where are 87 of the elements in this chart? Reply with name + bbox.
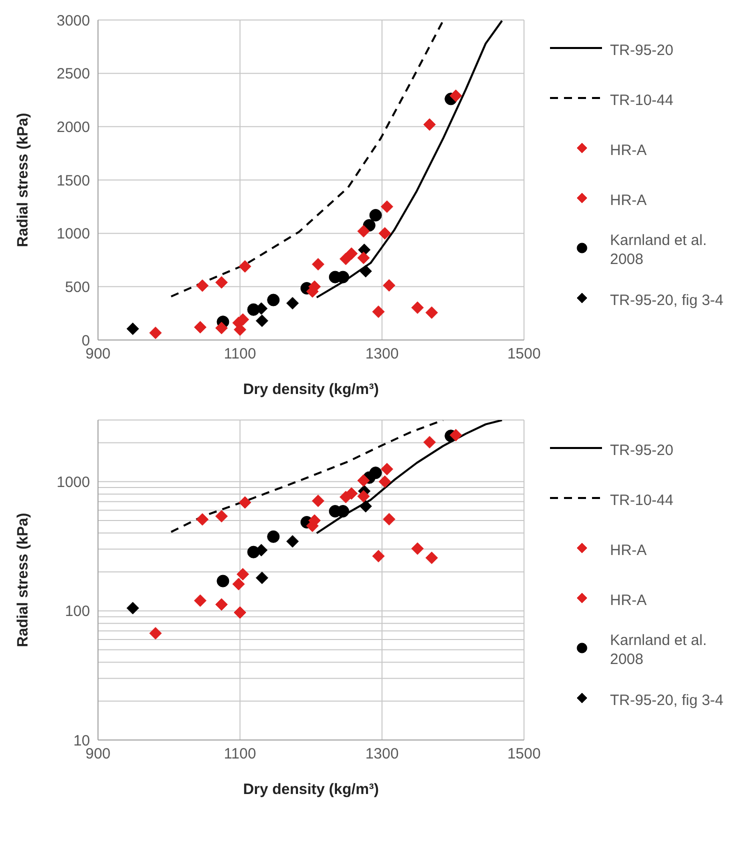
- legend-label: TR-95-20: [610, 440, 674, 460]
- point: [232, 578, 245, 590]
- point: [357, 490, 370, 503]
- legend-label: HR-A: [610, 140, 648, 160]
- y-tick-label: 2000: [56, 118, 90, 136]
- point: [380, 462, 394, 476]
- x-axis-title: Dry density (kg/m³): [243, 781, 379, 798]
- y-tick-label: 500: [64, 278, 90, 296]
- point: [256, 314, 268, 328]
- point: [345, 247, 358, 260]
- legend-label: TR-95-20: [610, 40, 674, 60]
- line-series: [316, 420, 503, 534]
- x-tick-label: 1300: [365, 746, 399, 763]
- point: [196, 279, 209, 292]
- x-tick-label: 1300: [365, 346, 399, 363]
- point: [372, 550, 385, 562]
- x-tick-label: 1100: [224, 346, 256, 363]
- line-series: [170, 20, 444, 298]
- legend-label: Karnland et al. 2008: [610, 631, 708, 669]
- point: [215, 276, 228, 289]
- y-tick-label: 1500: [56, 172, 90, 190]
- legend-label: Karnland et al. 2008: [610, 231, 708, 269]
- legend-label: TR-10-44: [610, 90, 674, 110]
- point: [411, 542, 424, 555]
- point: [126, 602, 140, 614]
- point: [425, 552, 438, 564]
- point: [267, 294, 280, 306]
- x-tick-label: 1100: [224, 746, 256, 763]
- point: [194, 594, 206, 607]
- point: [378, 475, 392, 488]
- point: [286, 535, 299, 548]
- legend-label: HR-A: [610, 590, 648, 610]
- point: [312, 258, 324, 271]
- point: [247, 303, 260, 316]
- point: [357, 474, 370, 487]
- legend-label: TR-95-20, fig 3-4: [610, 290, 724, 310]
- point: [312, 494, 324, 508]
- point: [380, 200, 394, 213]
- point: [359, 500, 372, 512]
- line-series: [170, 420, 444, 533]
- point: [149, 326, 162, 340]
- point: [215, 598, 228, 611]
- point: [357, 252, 370, 264]
- point: [359, 264, 372, 278]
- legend-label: HR-A: [610, 540, 648, 560]
- point: [382, 279, 396, 292]
- point: [215, 322, 228, 334]
- point: [423, 118, 436, 131]
- point: [425, 306, 438, 319]
- y-tick-label: 1000: [56, 226, 90, 243]
- point: [236, 568, 250, 580]
- point: [450, 89, 462, 102]
- point: [194, 320, 206, 334]
- legend-label: HR-A: [610, 190, 648, 210]
- point: [126, 322, 140, 336]
- point: [238, 496, 252, 509]
- x-axis-title: Dry density (kg/m³): [243, 381, 379, 398]
- point: [411, 301, 424, 314]
- x-tick-label: 1500: [507, 746, 541, 763]
- x-tick-label: 1500: [507, 346, 541, 363]
- point: [149, 627, 162, 640]
- y-tick-label: 100: [64, 603, 90, 620]
- point: [234, 606, 246, 619]
- y-axis-title: Radial stress (kPa): [14, 112, 32, 248]
- point: [450, 428, 462, 442]
- point: [286, 296, 299, 310]
- legend-label: TR-10-44: [610, 490, 674, 510]
- point: [196, 513, 209, 526]
- y-axis-title: Radial stress (kPa): [14, 512, 32, 648]
- legend-label: TR-95-20, fig 3-4: [610, 690, 724, 710]
- point: [378, 227, 392, 240]
- y-tick-label: 1000: [56, 474, 90, 491]
- point: [215, 510, 228, 522]
- point: [345, 487, 358, 500]
- point: [382, 512, 396, 526]
- point: [267, 530, 280, 543]
- point: [247, 546, 260, 558]
- point: [423, 436, 436, 448]
- point: [372, 305, 385, 318]
- y-tick-label: 2500: [56, 66, 90, 83]
- point: [369, 466, 382, 480]
- point: [256, 572, 268, 584]
- y-tick-label: 3000: [56, 12, 90, 30]
- point: [238, 260, 252, 273]
- point: [369, 208, 382, 222]
- point: [216, 574, 230, 588]
- point: [357, 224, 370, 238]
